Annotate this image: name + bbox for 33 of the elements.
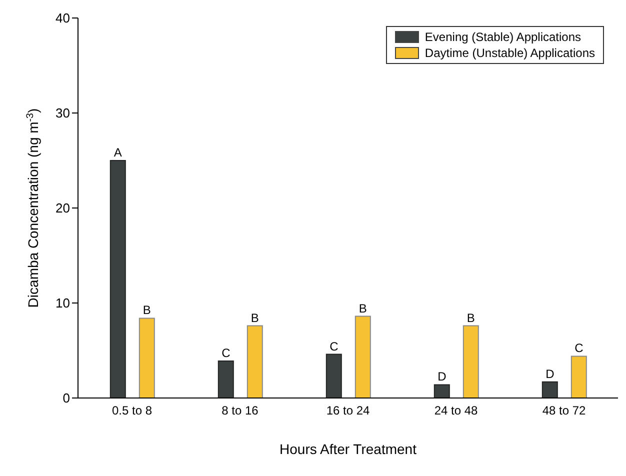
bar [462,325,479,398]
x-tick-label: 48 to 72 [542,404,586,418]
y-tick-label: 10 [56,296,70,311]
x-tick-label: 8 to 16 [222,404,259,418]
x-tick-label: 16 to 24 [326,404,370,418]
y-tick-label: 30 [56,106,70,121]
bar [570,356,587,398]
data-label: A [114,146,122,160]
data-label: B [142,303,151,318]
y-tick-label: 20 [56,200,70,216]
bar [110,160,126,398]
data-label: B [358,301,367,316]
x-tick-label: 24 to 48 [434,404,478,418]
bar [138,318,155,398]
y-tick-label: 40 [56,10,70,26]
legend-label: Evening (Stable) Applications [424,29,582,45]
data-label: D [546,366,555,381]
data-label: B [250,310,259,325]
data-label: C [222,346,231,360]
bar [434,384,450,398]
data-label: B [466,310,475,325]
data-label: D [438,370,447,384]
bar [246,325,263,398]
bar [354,316,371,398]
legend-label: Daytime (Unstable) Applications [424,45,595,61]
bar [542,381,558,398]
x-tick-label: 0.5 to 8 [112,404,152,418]
data-label: C [574,341,584,356]
data-label: C [330,339,339,354]
x-axis-title: Hours After Treatment [280,441,417,457]
y-tick-label: 0 [62,390,70,406]
bar [326,354,342,398]
bar [218,360,234,398]
